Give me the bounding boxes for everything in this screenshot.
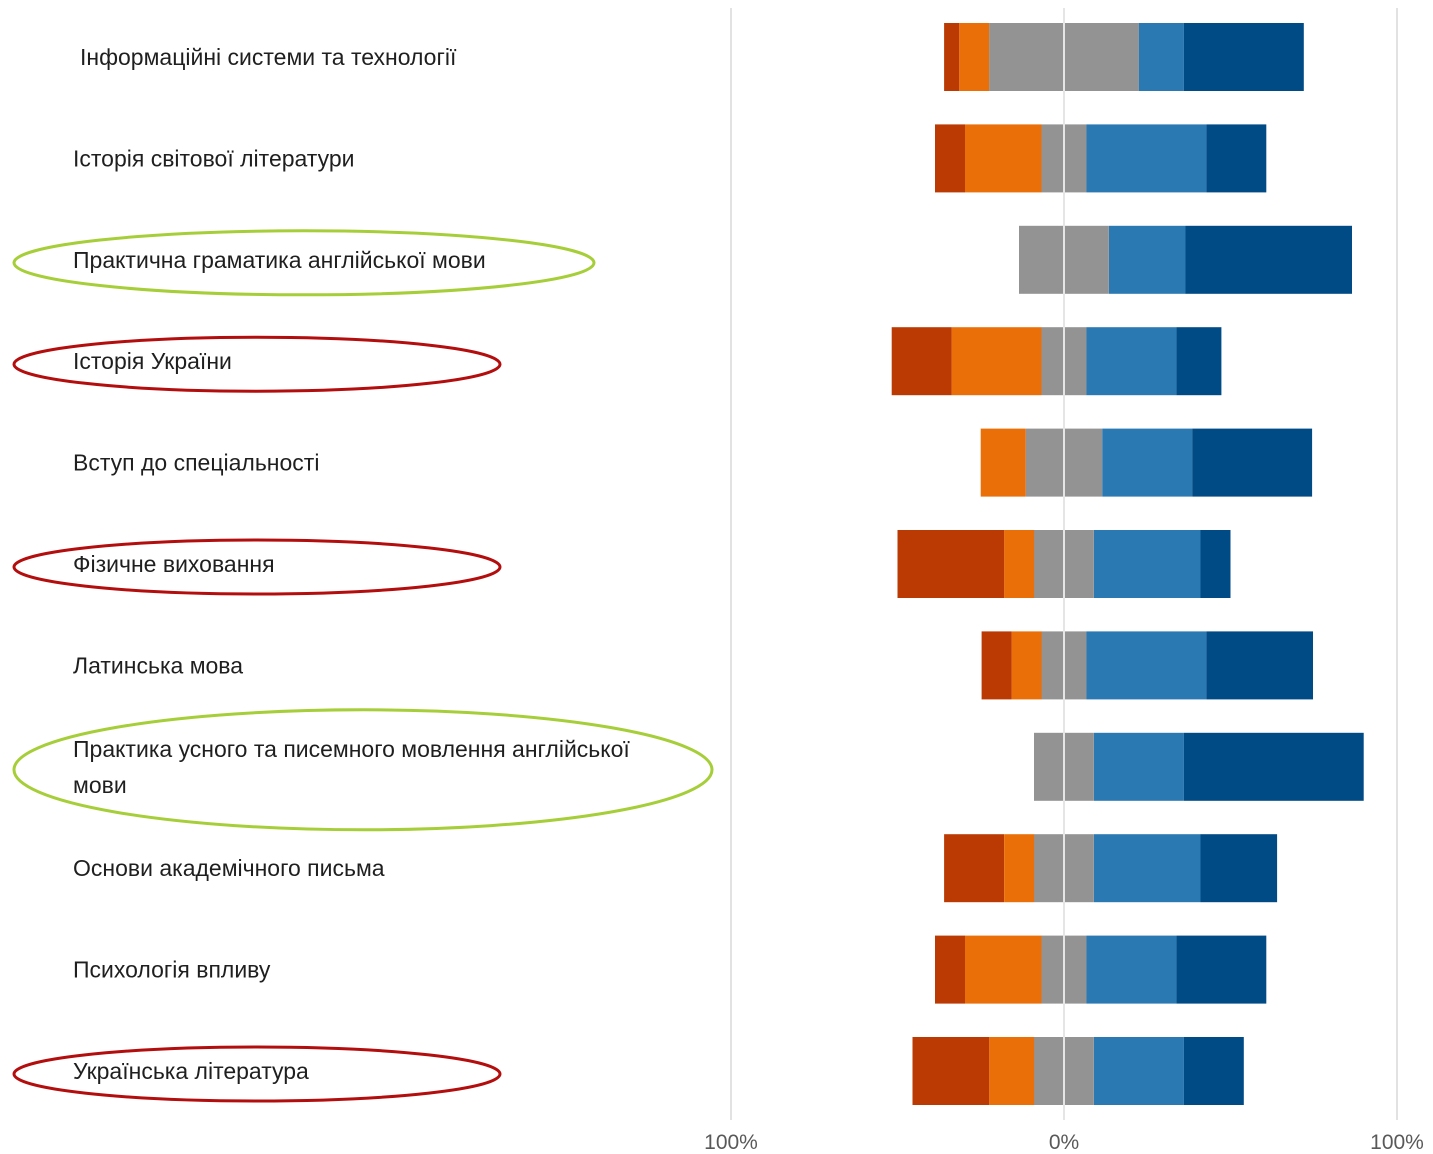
bar-negative-9: [964, 935, 1042, 1004]
x-tick-label-1: 0%: [1049, 1131, 1079, 1154]
highlight-ellipse-green-2: [12, 229, 596, 297]
bar-strongly_negative-9: [935, 935, 965, 1004]
bar-negative-6: [1011, 631, 1042, 700]
bar-positive-3: [1086, 327, 1177, 396]
highlight-ellipses: [12, 229, 714, 1103]
bar-positive-4: [1102, 428, 1193, 497]
highlight-ellipse-red-3: [12, 335, 502, 393]
bar-strongly_positive-1: [1206, 124, 1267, 193]
category-labels: Інформаційні системи та технології Історі…: [73, 44, 630, 1084]
bar-strongly_negative-10: [912, 1037, 990, 1105]
category-label-0: Інформаційні системи та технології: [80, 44, 457, 70]
x-axis-tick-labels: 100% 0% 100%: [704, 1131, 1424, 1154]
bar-positive-8: [1094, 834, 1201, 903]
bar-strongly_positive-3: [1176, 327, 1222, 396]
category-label-4: Вступ до спеціальності: [73, 450, 319, 476]
x-tick-label-2: 100%: [1370, 1131, 1424, 1154]
category-label-9: Психологія впливу: [73, 957, 271, 983]
bar-strongly_negative-8: [944, 834, 1004, 903]
bar-positive-5: [1094, 530, 1201, 598]
bar-positive-2: [1109, 225, 1186, 294]
bar-positive-1: [1086, 124, 1207, 193]
category-label-8: Основи академічного письма: [73, 855, 385, 881]
bar-strongly_positive-7: [1183, 732, 1364, 801]
bar-strongly_positive-5: [1200, 530, 1231, 598]
x-tick-label-0: 100%: [704, 1131, 758, 1154]
bar-positive-6: [1086, 631, 1207, 700]
bar-negative-1: [964, 124, 1042, 193]
bar-negative-8: [1004, 834, 1035, 903]
bar-strongly_positive-4: [1192, 428, 1313, 497]
bars-layer: [891, 23, 1364, 1105]
bar-strongly_positive-10: [1183, 1037, 1244, 1105]
bar-negative-10: [989, 1037, 1035, 1105]
bar-negative-3: [951, 327, 1042, 396]
highlight-ellipse-red-5: [12, 538, 502, 596]
bar-strongly_negative-6: [981, 631, 1012, 700]
bar-strongly_positive-8: [1200, 834, 1278, 903]
bar-strongly_negative-1: [935, 124, 965, 193]
bar-strongly_positive-6: [1206, 631, 1313, 700]
category-label-6: Латинська мова: [73, 652, 243, 678]
bar-negative-0: [959, 23, 990, 91]
gridlines: [730, 8, 1398, 1120]
bar-positive-10: [1094, 1037, 1184, 1105]
bar-strongly_positive-2: [1185, 225, 1352, 294]
bar-strongly_negative-0: [944, 23, 960, 91]
bar-negative-5: [1004, 530, 1035, 598]
category-label-2: Практична граматика англійської мови: [73, 247, 486, 273]
category-label-1: Історія світової літератури: [73, 145, 354, 171]
category-label-10: Українська література: [73, 1058, 309, 1084]
bar-strongly_positive-0: [1183, 23, 1304, 91]
category-label-7-line-0: Практика усного та писемного мовлення ан…: [73, 736, 630, 762]
bar-strongly_negative-5: [897, 530, 1005, 598]
category-label-7-line-1: мови: [73, 772, 127, 798]
highlight-ellipse-red-10: [12, 1045, 502, 1103]
bar-positive-0: [1138, 23, 1184, 91]
category-label-3: Історія України: [73, 348, 232, 374]
bar-strongly_positive-9: [1176, 935, 1267, 1004]
bar-positive-7: [1094, 732, 1184, 801]
category-label-5: Фізичне виховання: [73, 551, 275, 577]
highlight-ellipse-green-7: [12, 708, 714, 832]
bar-negative-4: [980, 428, 1026, 497]
bar-positive-9: [1086, 935, 1177, 1004]
bar-strongly_negative-3: [891, 327, 952, 396]
